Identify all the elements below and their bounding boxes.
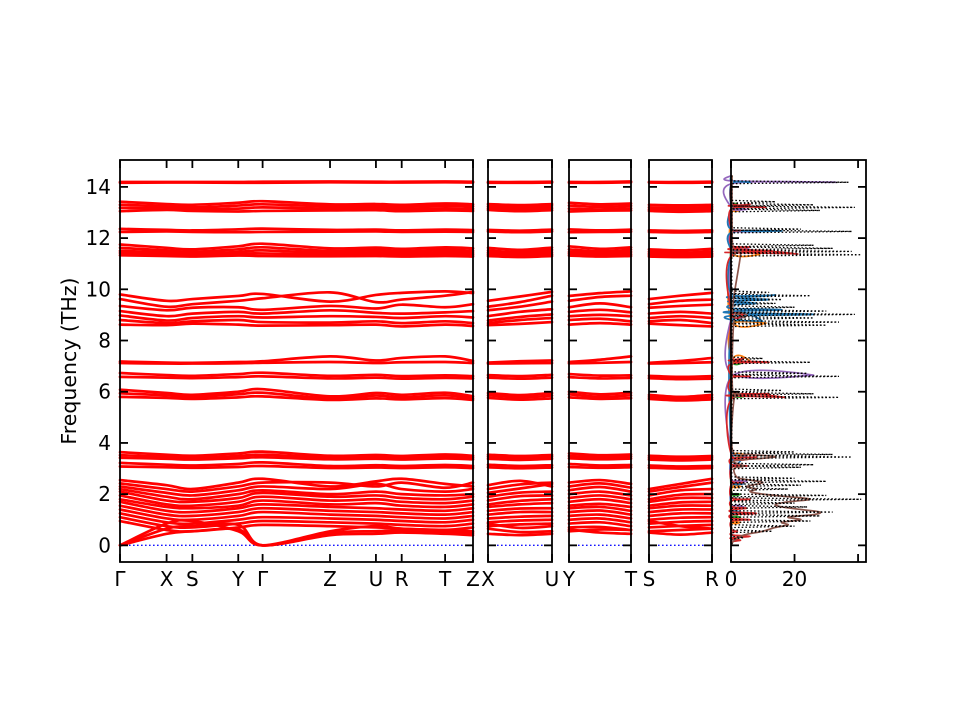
axis-ticks (648, 160, 713, 562)
y-tick-label: 10 (86, 277, 111, 301)
axis-ticks (119, 160, 474, 562)
kpoint-label: T (624, 567, 638, 591)
kpoint-label: Y (562, 567, 576, 591)
kpoint-label: Γ (114, 567, 126, 591)
kpoint-label: X (160, 567, 174, 591)
y-tick-label: 12 (86, 226, 111, 250)
kpoint-label: Y (231, 567, 245, 591)
kpoint-label: S (643, 567, 656, 591)
kpoint-label: Γ (257, 567, 269, 591)
kpoint-label: R (395, 567, 409, 591)
y-tick-label: 2 (98, 482, 111, 506)
y-tick-label: 14 (86, 175, 111, 199)
kpoint-label: U (545, 567, 560, 591)
kpoint-label: T (438, 567, 452, 591)
dos-panel: 0 20 (722, 159, 867, 591)
phonon-bands (567, 180, 633, 536)
total-dos (731, 175, 862, 545)
kpoint-label: U (369, 567, 384, 591)
dos-axis-labels: 0 20 (725, 567, 808, 591)
kpoint-label: Z (466, 567, 480, 591)
panel-frame (730, 159, 867, 563)
y-tick-label: 6 (98, 380, 111, 404)
y-axis-title: Frequency (THz) (57, 277, 81, 444)
panel-frame (568, 159, 632, 563)
y-tick-label: 4 (98, 431, 111, 455)
kpoint-label: Z (323, 567, 337, 591)
panel-frame (487, 159, 553, 563)
panel-frame (119, 159, 474, 563)
y-tick-label: 8 (98, 329, 111, 353)
kpoint-label: R (705, 567, 719, 591)
y-axis: Frequency (THz) 0 2 4 6 8 10 12 14 (57, 175, 111, 557)
partial-red (724, 175, 799, 545)
phonon-bands (486, 180, 554, 537)
axis-ticks (730, 160, 866, 562)
dos-tick-label: 20 (782, 567, 807, 591)
panel-frame (648, 159, 713, 563)
y-tick-label: 0 (98, 533, 111, 557)
kpoint-label: S (186, 567, 199, 591)
axis-ticks (487, 160, 553, 562)
phonon-bands (118, 180, 475, 547)
kpoint-label: X (481, 567, 495, 591)
phonon-bands (647, 180, 714, 536)
dos-tick-label: 0 (725, 567, 738, 591)
axis-ticks (568, 160, 632, 562)
